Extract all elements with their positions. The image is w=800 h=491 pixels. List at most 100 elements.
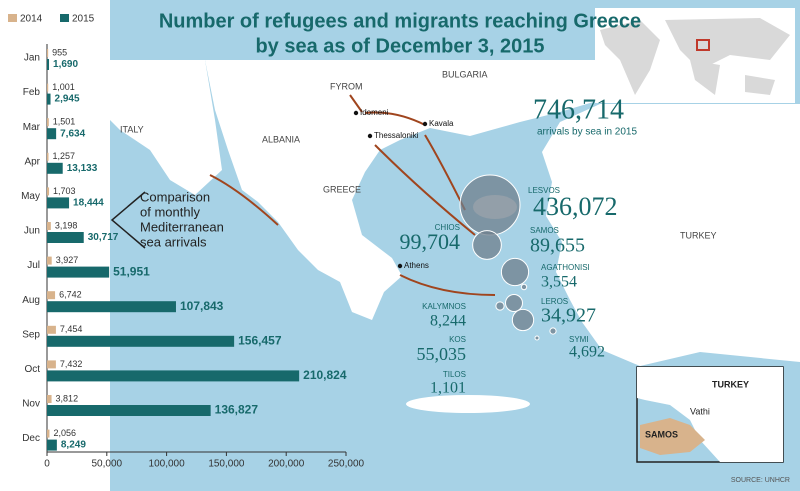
data-label: 1,257 <box>53 151 76 161</box>
y-tick-label: Mar <box>23 122 41 133</box>
bar <box>47 59 50 70</box>
inset-turkey <box>637 367 783 462</box>
arrow <box>399 274 496 296</box>
inset-label: SAMOS <box>645 429 678 439</box>
bar <box>47 439 57 451</box>
x-tick-label: 250,000 <box>328 459 365 470</box>
bar <box>47 256 52 265</box>
city-label: Idomeni <box>360 108 389 117</box>
island-value: 436,072 <box>533 192 618 221</box>
bar <box>47 429 50 438</box>
data-label: 7,634 <box>60 128 85 139</box>
city-label: Athens <box>404 261 429 270</box>
legend-swatch <box>8 14 17 22</box>
country-label: TURKEY <box>680 230 717 240</box>
data-label: 2,056 <box>53 428 76 438</box>
chart-title: by sea as of December 3, 2015 <box>255 35 544 57</box>
data-label: 30,717 <box>88 232 119 243</box>
y-tick-label: Apr <box>24 156 40 167</box>
data-label: 3,198 <box>55 220 78 230</box>
bar <box>47 49 49 57</box>
inset-label: Vathi <box>690 406 710 416</box>
data-label: 210,824 <box>303 368 347 382</box>
y-tick-label: Feb <box>23 87 41 98</box>
data-label: 136,827 <box>215 403 259 417</box>
data-label: 1,690 <box>53 59 78 70</box>
data-label: 156,457 <box>238 333 282 347</box>
x-tick-label: 0 <box>44 459 50 470</box>
total-caption: arrivals by sea in 2015 <box>537 127 637 138</box>
x-tick-label: 150,000 <box>208 459 245 470</box>
annotation: of monthly <box>140 204 200 219</box>
x-tick-label: 200,000 <box>268 459 305 470</box>
country-label: ITALY <box>120 124 144 134</box>
island-name: LEROS <box>541 297 568 306</box>
turkey-land <box>542 104 800 366</box>
y-tick-label: Jul <box>27 260 40 271</box>
data-label: 8,249 <box>61 440 86 451</box>
island-name: TILOS <box>443 370 466 379</box>
island-value: 55,035 <box>417 344 467 364</box>
legend-swatch <box>60 14 69 22</box>
y-tick-label: Sep <box>22 329 40 340</box>
data-label: 1,001 <box>52 82 75 92</box>
island-value: 89,655 <box>530 235 585 257</box>
island-bubble <box>472 230 502 260</box>
island-name: SAMOS <box>530 226 559 235</box>
bar <box>47 118 49 127</box>
island-name: CHIOS <box>435 223 460 232</box>
data-label: 7,454 <box>60 324 83 334</box>
bar <box>47 370 300 382</box>
data-label: 18,444 <box>73 198 104 209</box>
data-label: 3,927 <box>56 255 79 265</box>
chart-title: Number of refugees and migrants reaching… <box>159 10 641 32</box>
bar <box>47 360 56 369</box>
city-dot <box>397 263 403 269</box>
data-label: 107,843 <box>180 299 224 313</box>
y-tick-label: May <box>21 191 40 202</box>
island-name: KOS <box>449 335 466 344</box>
island-value: 4,692 <box>569 344 605 361</box>
y-tick-label: Oct <box>24 364 40 375</box>
region-marker <box>696 39 710 51</box>
y-tick-label: Jan <box>24 53 40 64</box>
country-label: FYROM <box>330 81 363 91</box>
arrow <box>209 174 279 226</box>
chart-panel <box>0 0 110 491</box>
annotation: Comparison <box>140 189 210 204</box>
inset-samos <box>640 418 705 455</box>
data-label: 51,951 <box>113 264 150 278</box>
data-label: 955 <box>52 47 67 57</box>
island-name: LESVOS <box>528 186 560 195</box>
island-bubble <box>549 327 557 335</box>
country-label: ALBANIA <box>262 134 300 144</box>
bar <box>47 128 57 140</box>
inset-label: TURKEY <box>712 379 749 389</box>
bar <box>47 395 52 403</box>
crete <box>406 395 530 413</box>
island-bubble <box>520 283 528 291</box>
island-bubble <box>500 257 530 287</box>
island-bubble <box>505 294 523 312</box>
world-land <box>600 18 790 95</box>
bar <box>47 266 110 278</box>
arrows <box>209 94 496 296</box>
city-label: Thessaloniki <box>374 131 419 140</box>
data-label: 2,945 <box>55 94 80 105</box>
annotation: sea arrivals <box>140 234 207 249</box>
island-name: AGATHONISI <box>541 263 590 272</box>
bar <box>47 325 56 334</box>
island-bubble <box>534 335 540 341</box>
x-tick-label: 50,000 <box>92 459 123 470</box>
bar <box>47 187 50 196</box>
y-tick-label: Aug <box>22 295 40 306</box>
total-value: 746,714 <box>533 94 624 125</box>
data-label: 1,703 <box>53 186 76 196</box>
italy-land <box>110 60 222 195</box>
country-label: BULGARIA <box>442 69 488 79</box>
city-dot <box>367 133 373 139</box>
data-label: 6,742 <box>59 290 82 300</box>
x-tick-label: 100,000 <box>149 459 186 470</box>
